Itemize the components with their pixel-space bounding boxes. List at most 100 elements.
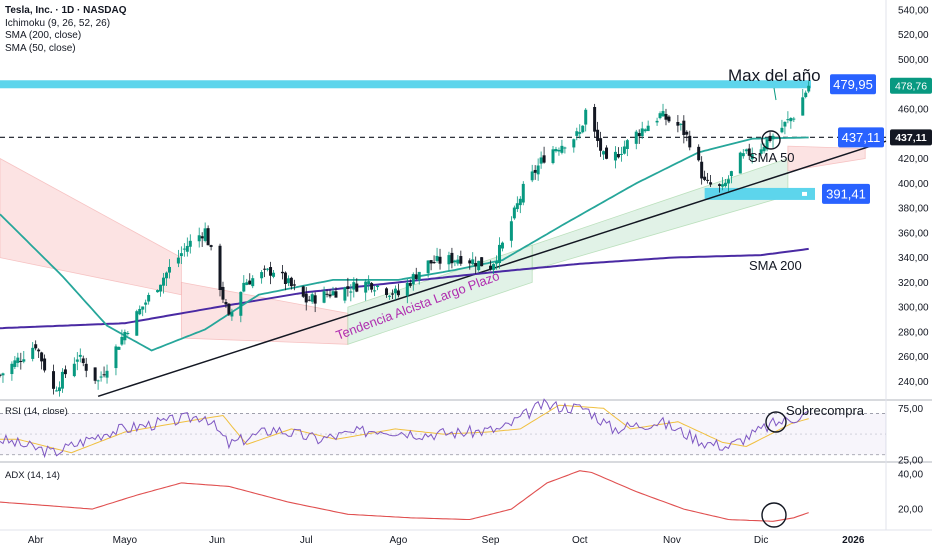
candle-body xyxy=(744,149,748,152)
candle-body xyxy=(218,245,222,290)
candle-body xyxy=(682,120,686,135)
candle-body xyxy=(197,235,201,242)
resistance-band xyxy=(0,80,811,89)
candle-body xyxy=(206,228,210,246)
candle-body xyxy=(521,183,525,203)
rsi-tick-label: 75,00 xyxy=(898,404,923,415)
price-tick-label: 540,00 xyxy=(898,5,929,16)
time-tick-abr: Abr xyxy=(28,535,44,546)
candle-body xyxy=(435,255,439,261)
candle-body xyxy=(789,118,793,122)
candle-body xyxy=(367,281,371,285)
candle-body xyxy=(263,268,267,270)
candle-body xyxy=(52,371,56,389)
candle-body xyxy=(605,147,609,159)
time-tick-nov: Nov xyxy=(663,535,681,546)
candle-body xyxy=(765,139,769,150)
price-tick-label: 400,00 xyxy=(898,179,929,190)
candle-body xyxy=(411,274,415,285)
symbol-title[interactable]: Tesla, Inc. · 1D · NASDAQ xyxy=(5,5,127,16)
candle-body xyxy=(54,390,58,392)
candle-body xyxy=(432,261,436,264)
candle-body xyxy=(393,288,397,294)
candle-body xyxy=(801,97,805,116)
candle-body xyxy=(723,182,727,187)
indicator-ichimoku[interactable]: Ichimoku (9, 26, 52, 26) xyxy=(5,17,111,29)
annotation-sma50: SMA 50 xyxy=(749,150,795,165)
price-tick-label: 300,00 xyxy=(898,303,929,314)
candle-body xyxy=(322,291,326,303)
candle-body xyxy=(563,147,567,149)
candle-body xyxy=(456,259,460,264)
price-tick-label: 520,00 xyxy=(898,30,929,41)
candle-body xyxy=(468,260,472,264)
adx-pane-label[interactable]: ADX (14, 14) xyxy=(5,470,60,481)
candle-body xyxy=(84,363,88,371)
candle-body xyxy=(780,127,784,133)
candle-body xyxy=(390,293,394,295)
candle-body xyxy=(135,311,139,336)
candle-body xyxy=(414,274,418,280)
candle-body xyxy=(331,291,335,296)
candle-body xyxy=(185,245,189,252)
candle-body xyxy=(289,277,293,287)
candle-body xyxy=(200,236,204,239)
candle-body xyxy=(310,294,314,302)
time-tick-dic: Dic xyxy=(754,535,768,546)
candle-body xyxy=(661,111,665,117)
indicator-sma200[interactable]: SMA (200, close) xyxy=(5,30,82,41)
ichimoku-cloud-bear-4 xyxy=(787,145,866,172)
candle-body xyxy=(221,286,225,300)
candle-body xyxy=(373,290,377,292)
candle-body xyxy=(676,121,680,126)
candle-body xyxy=(741,153,745,157)
candle-body xyxy=(10,363,14,375)
annotation-max-del-ano: Max del año xyxy=(728,66,821,85)
rsi-pane-label[interactable]: RSI (14, close) xyxy=(5,406,68,417)
price-tick-label: 340,00 xyxy=(898,253,929,264)
max-marker xyxy=(773,87,777,101)
candle-body xyxy=(179,253,183,257)
candle-body xyxy=(706,179,710,181)
rsi-line xyxy=(0,398,809,459)
candle-body xyxy=(738,152,742,174)
candle-body xyxy=(239,291,243,316)
candle-body xyxy=(144,302,148,305)
adx-tick-label: 20,00 xyxy=(898,505,923,516)
candle-body xyxy=(700,161,704,179)
support-badge-text: 391,41 xyxy=(826,187,866,202)
candle-body xyxy=(162,277,166,286)
candle-body xyxy=(646,125,650,132)
sma200-line xyxy=(0,247,809,330)
candle-body xyxy=(37,349,41,352)
candle-body xyxy=(105,370,109,378)
last-price-badge-text: 478,76 xyxy=(895,81,927,93)
candle-body xyxy=(352,282,356,290)
sma50-cross-circle xyxy=(761,130,781,150)
candle-body xyxy=(551,149,555,164)
candle-body xyxy=(560,145,564,153)
candle-body xyxy=(114,346,118,369)
indicator-sma50[interactable]: SMA (50, close) xyxy=(5,42,76,54)
candle-body xyxy=(266,268,270,270)
ichimoku-cloud-bear-0 xyxy=(0,158,182,296)
candle-body xyxy=(726,179,730,184)
candle-body xyxy=(697,146,701,161)
candle-body xyxy=(554,148,558,152)
candle-body xyxy=(804,92,808,98)
candle-body xyxy=(269,267,273,276)
candle-body xyxy=(578,132,582,134)
candle-body xyxy=(16,357,20,363)
candle-body xyxy=(616,154,620,158)
candle-body xyxy=(325,293,329,295)
candle-body xyxy=(408,283,412,286)
candle-body xyxy=(272,272,276,277)
candle-body xyxy=(664,113,668,120)
candle-body xyxy=(634,131,638,144)
price-tick-label: 360,00 xyxy=(898,228,929,239)
candle-body xyxy=(593,106,597,132)
candle-body xyxy=(688,135,692,148)
candle-body xyxy=(334,291,338,298)
candle-body xyxy=(477,260,481,271)
